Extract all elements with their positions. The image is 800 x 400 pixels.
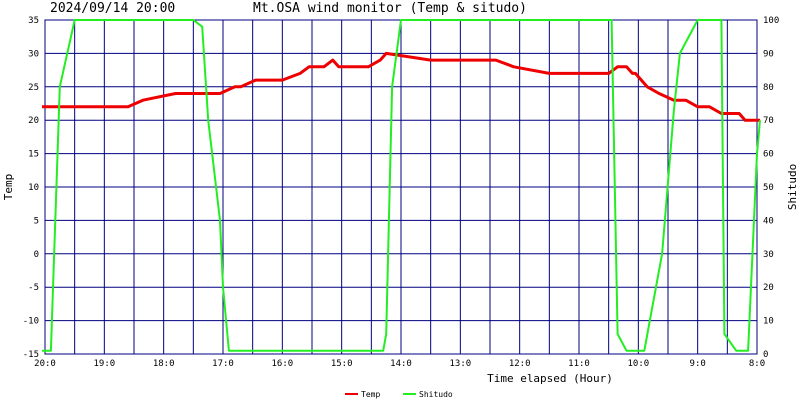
legend-label-temp: Temp xyxy=(361,390,380,399)
series-lines xyxy=(42,19,761,352)
y-tick-label-right: 70 xyxy=(763,116,774,126)
y-tick-label-right: 100 xyxy=(763,16,779,26)
x-tick-label: 19:0 xyxy=(93,359,115,369)
y-tick-label-left: 35 xyxy=(28,16,39,26)
x-tick-label: 18:0 xyxy=(153,359,175,369)
x-tick-label: 15:0 xyxy=(331,359,353,369)
x-axis-label: Time elapsed (Hour) xyxy=(487,372,613,385)
y-tick-label-left: 5 xyxy=(34,216,39,226)
y-tick-label-left: -10 xyxy=(23,317,39,327)
legend-label-shitudo: Shitudo xyxy=(419,390,453,399)
y-tick-label-left: -5 xyxy=(28,283,39,293)
x-tick-label: 17:0 xyxy=(212,359,234,369)
chart-title: Mt.OSA wind monitor (Temp & situdo) xyxy=(253,1,527,16)
x-tick-label: 10:0 xyxy=(627,359,649,369)
y-tick-label-right: 60 xyxy=(763,150,774,160)
y-tick-label-right: 0 xyxy=(763,350,768,360)
y-tick-label-left: -15 xyxy=(23,350,39,360)
x-tick-label: 12:0 xyxy=(509,359,531,369)
x-tick-label: 8:0 xyxy=(749,359,765,369)
x-tick-label: 14:0 xyxy=(390,359,412,369)
grid xyxy=(44,19,758,355)
y-tick-label-left: 10 xyxy=(28,183,39,193)
x-tick-label: 13:0 xyxy=(449,359,471,369)
y-tick-label-right: 50 xyxy=(763,183,774,193)
y-tick-label-right: 80 xyxy=(763,83,774,93)
y-tick-label-right: 20 xyxy=(763,283,774,293)
y-tick-label-left: 0 xyxy=(34,250,39,260)
x-tick-label: 9:0 xyxy=(690,359,706,369)
y-axis-label-right: Shitudo xyxy=(786,164,799,210)
y-tick-label-right: 10 xyxy=(763,317,774,327)
y-tick-label-left: 25 xyxy=(28,83,39,93)
chart-datetime: 2024/09/14 20:00 xyxy=(50,1,175,16)
y-tick-label-right: 90 xyxy=(763,49,774,59)
left-tick-labels: 35 30 25 20 15 10 5 0 -5 -10 -15 xyxy=(23,16,39,360)
x-tick-label: 16:0 xyxy=(271,359,293,369)
series-line-temp xyxy=(42,51,760,122)
y-tick-label-left: 15 xyxy=(28,150,39,160)
y-tick-label-right: 40 xyxy=(763,216,774,226)
y-axis-label-left: Temp xyxy=(2,174,15,201)
y-tick-label-left: 20 xyxy=(28,116,39,126)
x-tick-labels: 20:0 19:0 18:0 17:0 16:0 15:0 14:0 13:0 12:0 11:0… xyxy=(34,359,765,369)
legend: Temp Shitudo xyxy=(345,390,453,399)
x-tick-label: 11:0 xyxy=(568,359,590,369)
y-tick-label-left: 30 xyxy=(28,49,39,59)
series-line-shitudo xyxy=(42,19,761,352)
x-tick-label: 20:0 xyxy=(34,359,56,369)
y-tick-label-right: 30 xyxy=(763,250,774,260)
